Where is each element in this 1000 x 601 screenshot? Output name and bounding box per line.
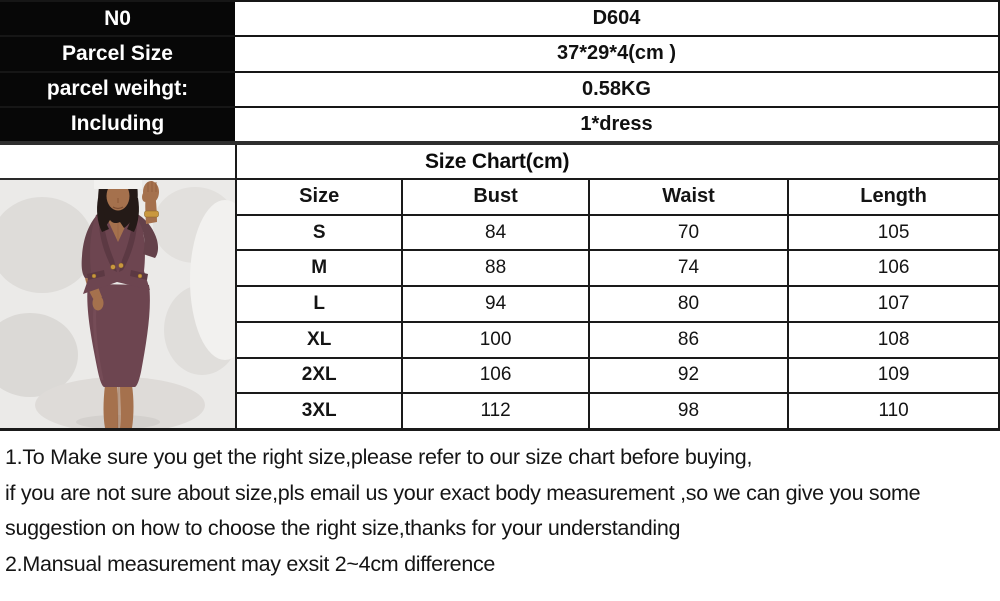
table-row: XL 100 86 108: [237, 320, 998, 357]
waist-cell: 70: [587, 215, 787, 250]
length-cell: 110: [787, 394, 998, 429]
parcel-row-label: N0: [0, 2, 235, 36]
waist-cell: 98: [587, 394, 787, 429]
table-row: L 94 80 107: [237, 285, 998, 321]
table-row: 3XL 112 98 110: [237, 392, 998, 429]
bust-cell: 84: [401, 215, 587, 250]
size-chart-table: Size Chart(cm) Size Bust Waist Length S …: [235, 145, 1000, 429]
column-header-size: Size: [299, 185, 340, 208]
waist-cell: 92: [587, 358, 787, 393]
bust-cell: 100: [401, 322, 587, 357]
parcel-row: parcel weihgt: 0.58KG: [0, 70, 998, 106]
waist-cell: 86: [587, 322, 787, 357]
bust-cell: 94: [401, 287, 587, 321]
note-line: if you are not sure about size,pls email…: [5, 480, 921, 505]
length-cell: 105: [787, 215, 998, 250]
size-chart-title: Size Chart(cm): [425, 149, 570, 173]
table-bottom-border: [0, 428, 1000, 431]
size-cell: XL: [307, 328, 332, 350]
model-photo: [0, 180, 235, 428]
column-header-waist: Waist: [587, 180, 787, 214]
parcel-row: N0 D604: [0, 2, 998, 36]
table-row: 2XL 106 92 109: [237, 356, 998, 393]
table-row: M 88 74 106: [237, 249, 998, 286]
parcel-info-table: N0 D604 Parcel Size 37*29*4(cm ) parcel …: [0, 0, 1000, 141]
parcel-row-label: Parcel Size: [0, 37, 235, 71]
size-cell: 3XL: [301, 400, 337, 422]
table-row: S 84 70 105: [237, 213, 998, 250]
photo-top-border: [0, 178, 237, 180]
parcel-row-value: 37*29*4(cm ): [235, 37, 998, 71]
waist-cell: 80: [587, 287, 787, 321]
parcel-row-value: 1*dress: [235, 107, 998, 141]
parcel-row-label: Including: [0, 107, 235, 141]
size-cell: S: [312, 221, 326, 243]
parcel-row-value: 0.58KG: [235, 72, 998, 106]
parcel-row: Including 1*dress: [0, 105, 998, 141]
waist-cell: 74: [587, 251, 787, 286]
size-cell: M: [311, 257, 328, 279]
size-cell: L: [313, 293, 325, 315]
bust-cell: 88: [401, 251, 587, 286]
length-cell: 107: [787, 287, 998, 321]
length-cell: 106: [787, 251, 998, 286]
note-line: suggestion on how to choose the right si…: [5, 516, 681, 540]
length-cell: 109: [787, 358, 998, 393]
note-line: 2.Mansual measurement may exsit 2~4cm di…: [5, 551, 496, 576]
parcel-row-value: D604: [235, 2, 998, 36]
bust-cell: 112: [401, 394, 587, 429]
parcel-row: Parcel Size 37*29*4(cm ): [0, 35, 998, 71]
note-line: 1.To Make sure you get the right size,pl…: [5, 445, 753, 469]
model-photo-illustration: [0, 180, 235, 428]
parcel-row-label: parcel weihgt:: [0, 72, 235, 106]
column-header-length: Length: [787, 180, 998, 214]
sizing-notes: 1.To Make sure you get the right size,pl…: [0, 431, 1000, 601]
column-header-bust: Bust: [401, 180, 587, 214]
size-chart-title-row: Size Chart(cm): [237, 145, 998, 178]
size-cell: 2XL: [301, 364, 337, 386]
section-divider: [0, 141, 1000, 145]
bust-cell: 106: [401, 358, 587, 393]
length-cell: 108: [787, 322, 998, 357]
size-chart-header-row: Size Bust Waist Length: [237, 178, 998, 214]
